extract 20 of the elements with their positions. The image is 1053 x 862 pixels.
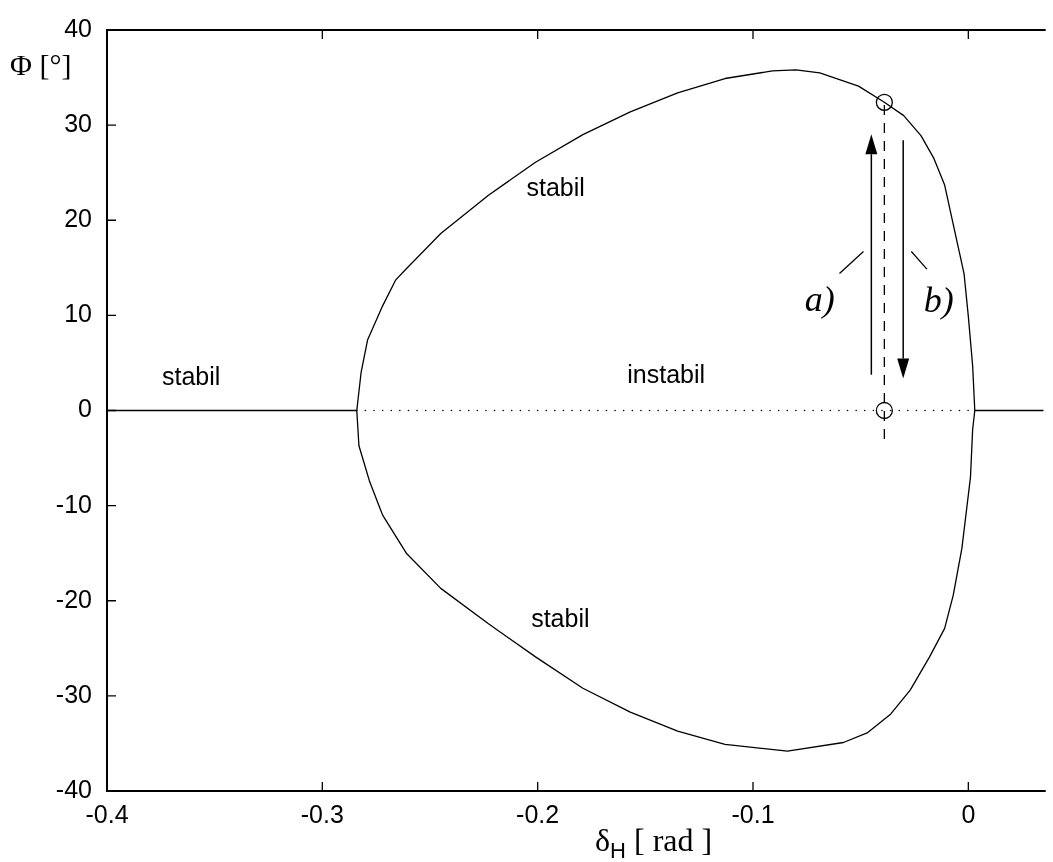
y-tick-label: 0: [78, 394, 92, 423]
annotation: stabil: [531, 603, 590, 632]
y-tick-label: -10: [55, 489, 92, 518]
x-axis-title: δ$_{H}$ [ rad ]: [595, 822, 713, 862]
x-tick-label: 0: [961, 799, 976, 828]
annotation: stabil: [526, 173, 585, 202]
y-tick-label: 10: [64, 299, 92, 328]
annotation: a): [804, 278, 835, 319]
y-tick-label: 30: [64, 109, 92, 138]
y-tick-label: 40: [64, 13, 92, 42]
x-tick-label: -0.1: [731, 799, 775, 828]
annotation: instabil: [627, 360, 706, 389]
y-tick-label: -30: [55, 679, 92, 708]
x-tick-label: -0.3: [300, 799, 344, 828]
annotation: stabil: [162, 362, 221, 391]
y-tick-label: 20: [64, 204, 92, 233]
y-axis-title: Φ [°]: [10, 48, 72, 82]
x-tick-label: -0.2: [516, 799, 560, 828]
annotation: b): [923, 279, 954, 320]
y-tick-label: -20: [55, 584, 92, 613]
